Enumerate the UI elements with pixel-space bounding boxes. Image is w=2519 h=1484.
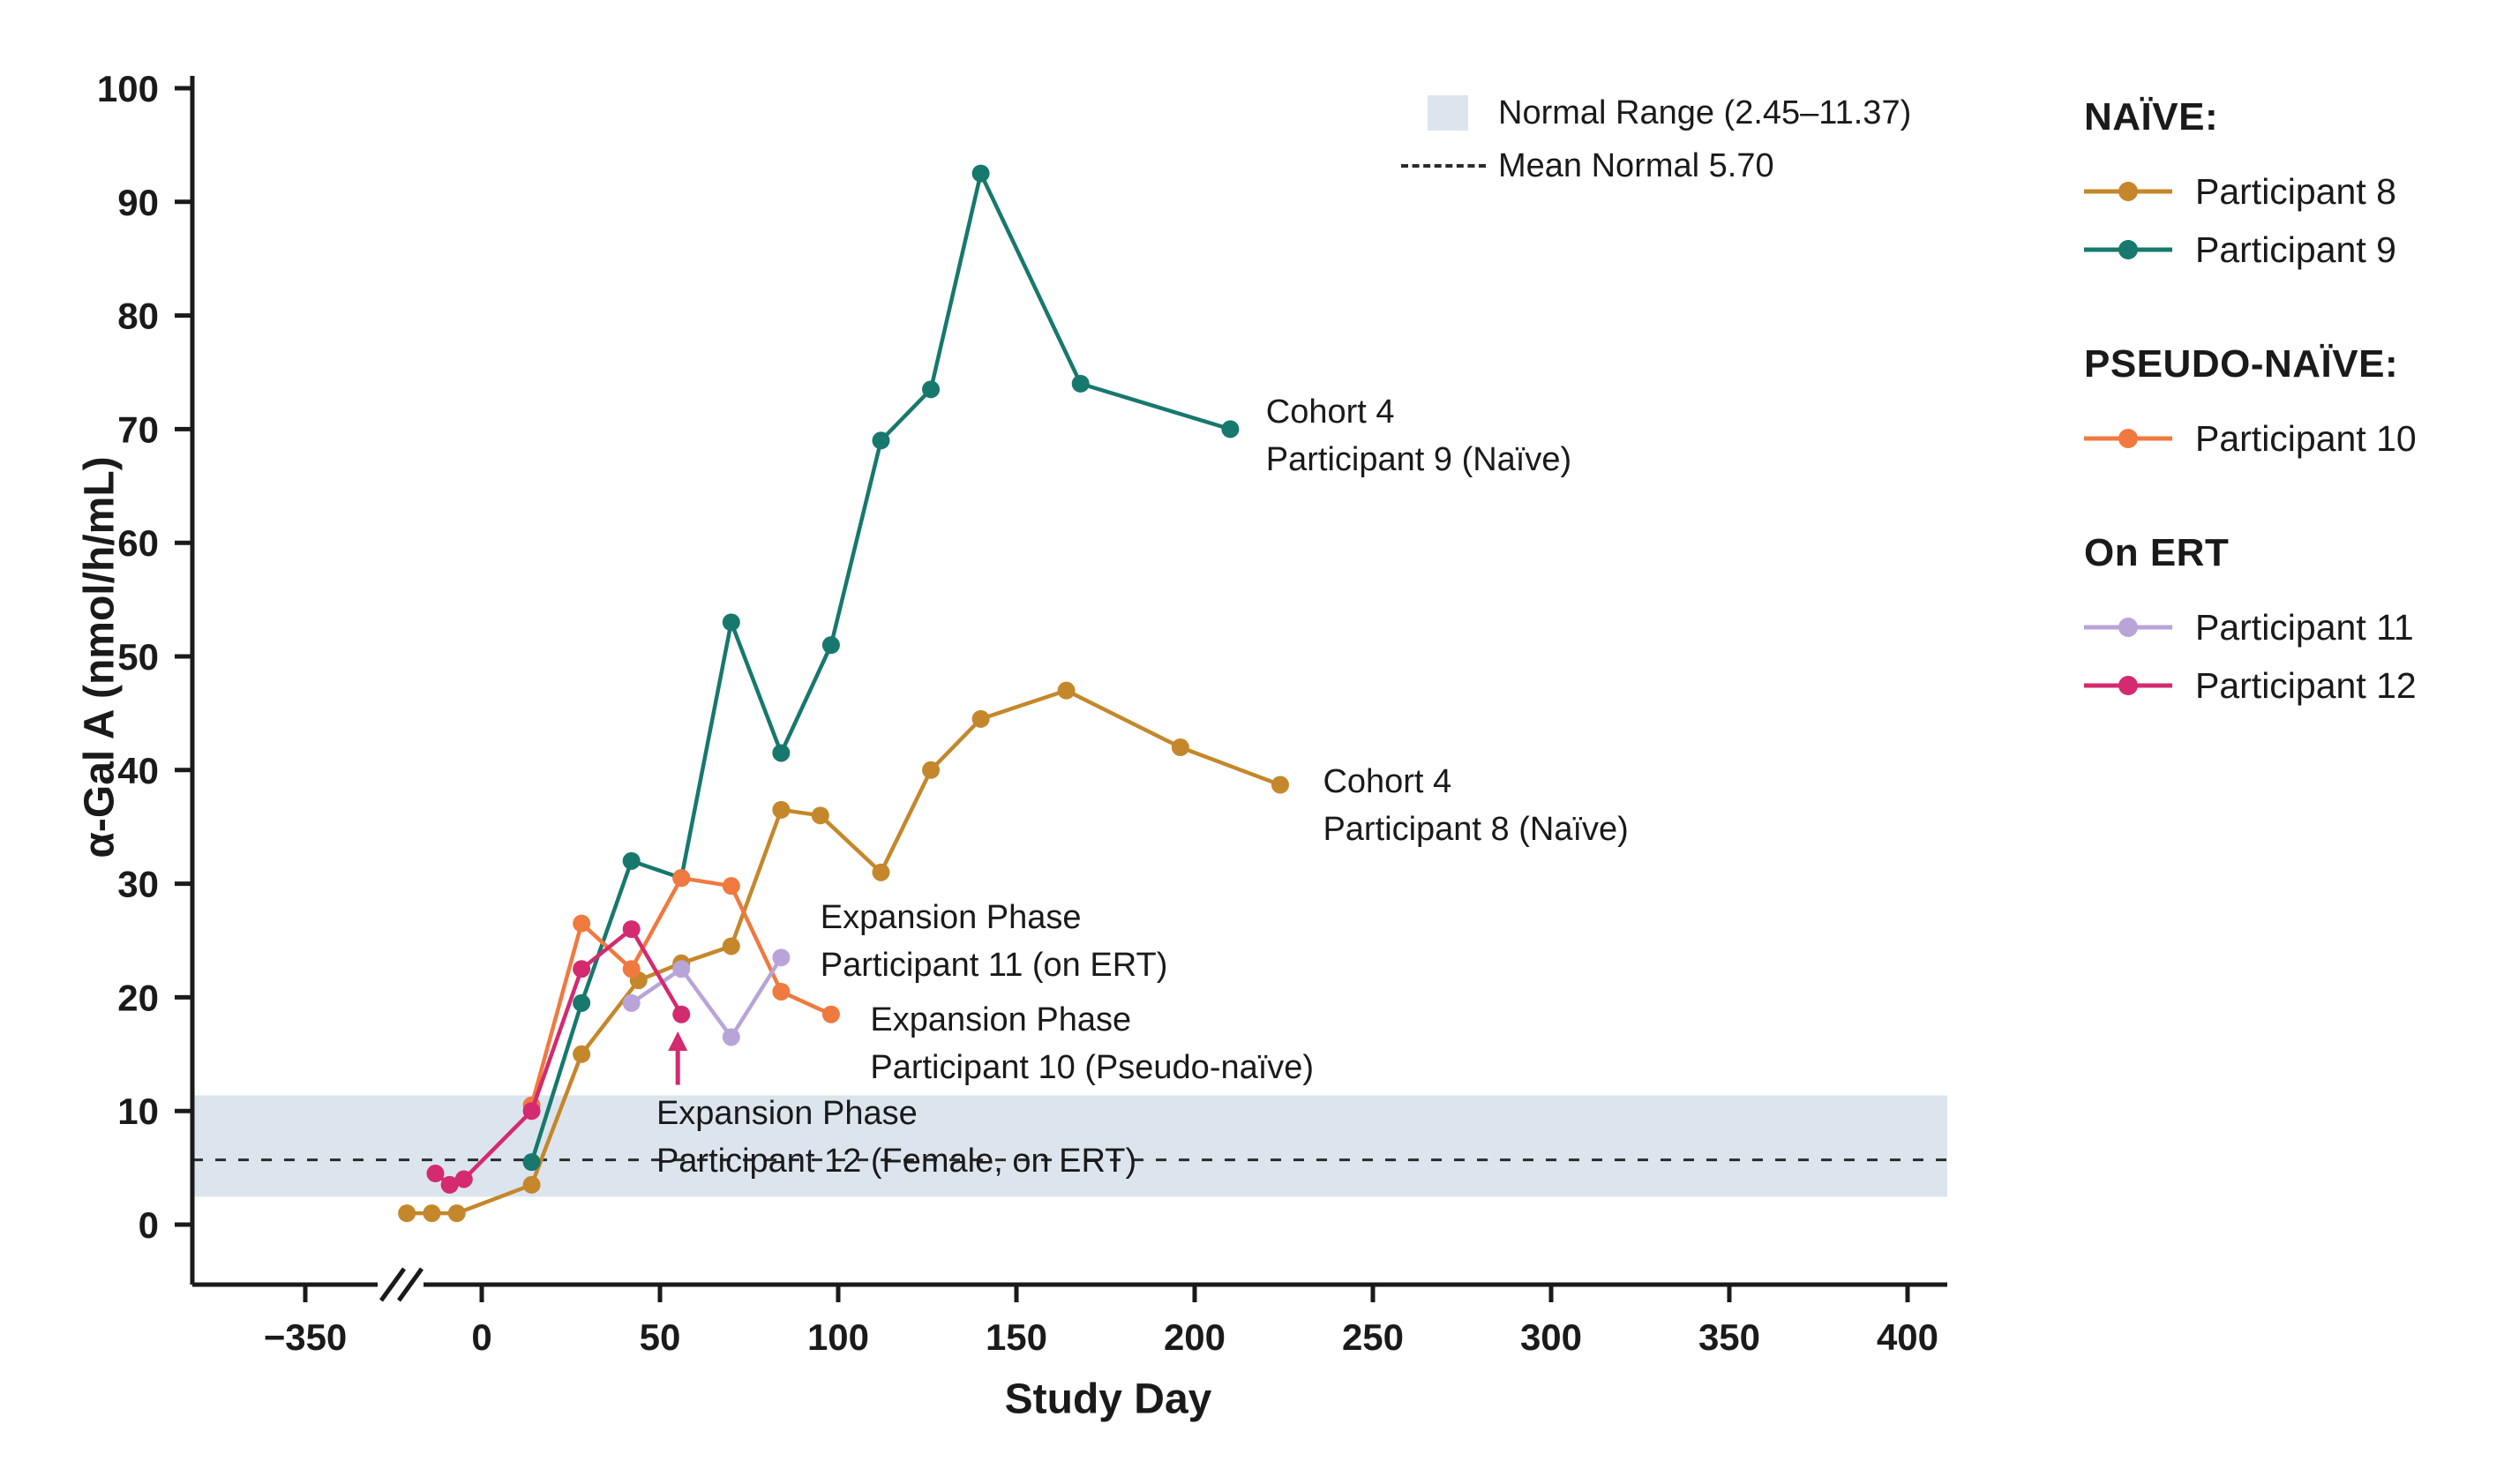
y-tick-label: 80	[117, 296, 159, 337]
axis-break-mark	[396, 1267, 424, 1302]
x-axis-title: Study Day	[1004, 1375, 1212, 1423]
series-participant-9	[522, 164, 1240, 1172]
y-tick-label: 100	[97, 68, 159, 109]
participant-8-line-icon	[2084, 182, 2172, 201]
annotation-expansion-participant11: Expansion Phase Participant 11 (on ERT)	[820, 899, 1168, 985]
legend-header-on-ert: On ERT	[2084, 531, 2230, 574]
y-tick-label: 70	[117, 408, 159, 450]
annotation-cohort4-participant8: Cohort 4 Participant 8 (Naïve)	[1323, 762, 1629, 848]
axis-break-mark	[379, 1267, 407, 1302]
y-tick-label: 10	[117, 1091, 159, 1132]
legend-item-participant-10: Participant 10	[2084, 409, 2417, 468]
x-tick-label: 300	[1520, 1316, 1582, 1358]
y-tick-label: 30	[117, 864, 159, 905]
legend-item-participant-12: Participant 12	[2084, 656, 2417, 715]
normal-range-label: Normal Range (2.45–11.37)	[1498, 94, 1912, 131]
x-tick-label: 400	[1877, 1316, 1938, 1358]
mean-normal-label: Mean Normal 5.70	[1498, 146, 1774, 184]
x-tick-label: 0	[471, 1316, 491, 1358]
annotation-expansion-participant10: Expansion Phase Participant 10 (Pseudo-n…	[870, 1001, 1315, 1087]
legend-header-naive: NAÏVE:	[2084, 95, 2219, 139]
x-tick-label: 350	[1698, 1316, 1760, 1358]
mean-normal-legend-row: Mean Normal 5.70	[1401, 146, 1774, 185]
legend-item-participant-11: Participant 11	[2084, 598, 2417, 656]
x-tick-label: 150	[986, 1316, 1047, 1358]
y-tick-label: 0	[139, 1204, 159, 1246]
legend-item-participant-9: Participant 9	[2084, 221, 2417, 279]
series-participant-12	[426, 920, 691, 1194]
participant-12-line-icon	[2084, 676, 2172, 695]
y-tick-label: 20	[117, 977, 159, 1018]
legend-group-on-ert: On ERT Participant 11 Participant 12	[2084, 531, 2417, 715]
x-tick-label: −350	[264, 1316, 348, 1358]
y-tick-label: 50	[117, 636, 159, 678]
legend-group-naive: NAÏVE: Participant 8 Participant 9	[2084, 95, 2417, 279]
normal-range-legend-row: Normal Range (2.45–11.37)	[1428, 94, 1911, 132]
normal-range-band	[192, 1095, 1947, 1197]
annotation-expansion-participant12: Expansion Phase Participant 12 (Female, …	[656, 1095, 1137, 1180]
participant-9-line-icon	[2084, 240, 2172, 259]
normal-range-swatch	[1428, 95, 1468, 131]
x-tick-label: 50	[640, 1316, 681, 1358]
participant-11-line-icon	[2084, 618, 2172, 637]
legend-item-participant-8: Participant 8	[2084, 162, 2417, 221]
x-tick-label: 100	[807, 1316, 869, 1358]
participant-10-line-icon	[2084, 429, 2172, 448]
y-tick-label: 40	[117, 750, 159, 791]
annotation-cohort4-participant9: Cohort 4 Participant 9 (Naïve)	[1265, 393, 1572, 479]
series-legend: NAÏVE: Participant 8 Participant 9 PSEUD…	[2084, 95, 2417, 778]
annotation-arrowhead	[668, 1031, 688, 1052]
y-tick-label: 90	[117, 182, 159, 223]
legend-group-pseudo-naive: PSEUDO-NAÏVE: Participant 10	[2084, 342, 2417, 468]
x-tick-label: 200	[1164, 1316, 1226, 1358]
series-participant-10	[522, 869, 840, 1114]
series-participant-11	[622, 948, 791, 1046]
y-axis-title: α-Gal A (nmol/h/mL)	[76, 456, 124, 858]
mean-normal-dash-icon	[1401, 164, 1486, 168]
legend-header-pseudo-naive: PSEUDO-NAÏVE:	[2084, 342, 2399, 386]
y-tick-label: 60	[117, 522, 159, 564]
x-tick-label: 250	[1342, 1316, 1404, 1358]
